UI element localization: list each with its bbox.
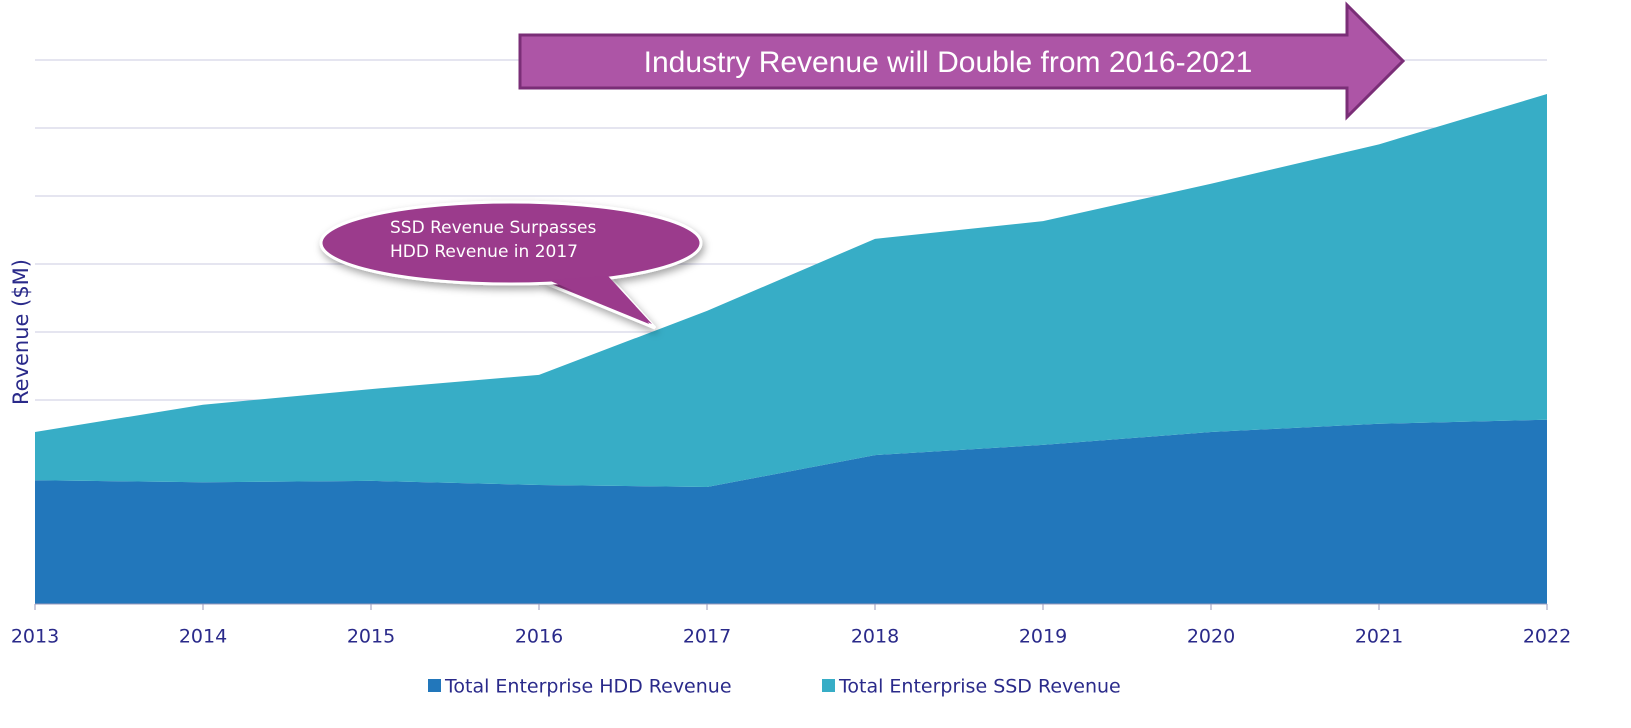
legend-swatch: [428, 679, 441, 692]
x-tick-label: 2018: [851, 626, 899, 648]
x-tick-label: 2014: [179, 626, 227, 648]
areas: [35, 94, 1547, 604]
callout-tail-fill: [548, 276, 652, 324]
y-axis-label: Revenue ($M): [9, 259, 33, 405]
x-tick-label: 2019: [1019, 626, 1067, 648]
arrow-shape: [518, 1, 1406, 121]
legend: Total Enterprise HDD Revenue Total Enterp…: [428, 676, 1121, 698]
arrow-annotation: Industry Revenue will Double from 2016-2…: [518, 1, 1406, 121]
area: [35, 419, 1547, 604]
x-tick-label: 2021: [1355, 626, 1403, 648]
x-tick-label: 2013: [11, 626, 59, 648]
x-tick-label: 2022: [1523, 626, 1571, 648]
arrow-text: Industry Revenue will Double from 2016-2…: [644, 46, 1253, 79]
callout-bubble: [319, 200, 703, 286]
callout-text: HDD Revenue in 2017: [390, 242, 578, 262]
callout-annotation: SSD Revenue Surpasses HDD Revenue in 201…: [319, 200, 703, 330]
x-tick-label: 2020: [1187, 626, 1235, 648]
callout-text: SSD Revenue Surpasses: [390, 218, 596, 238]
legend-label: Total Enterprise HDD Revenue: [444, 676, 732, 698]
x-tick-label: 2017: [683, 626, 731, 648]
x-axis: 2013 2014 2015 2016 2017 2018 2019 2020 2021 2022: [11, 603, 1571, 648]
x-tick-label: 2016: [515, 626, 563, 648]
area: [35, 94, 1547, 488]
legend-label: Total Enterprise SSD Revenue: [838, 676, 1121, 698]
x-tick-label: 2015: [347, 626, 395, 648]
legend-swatch: [822, 679, 835, 692]
